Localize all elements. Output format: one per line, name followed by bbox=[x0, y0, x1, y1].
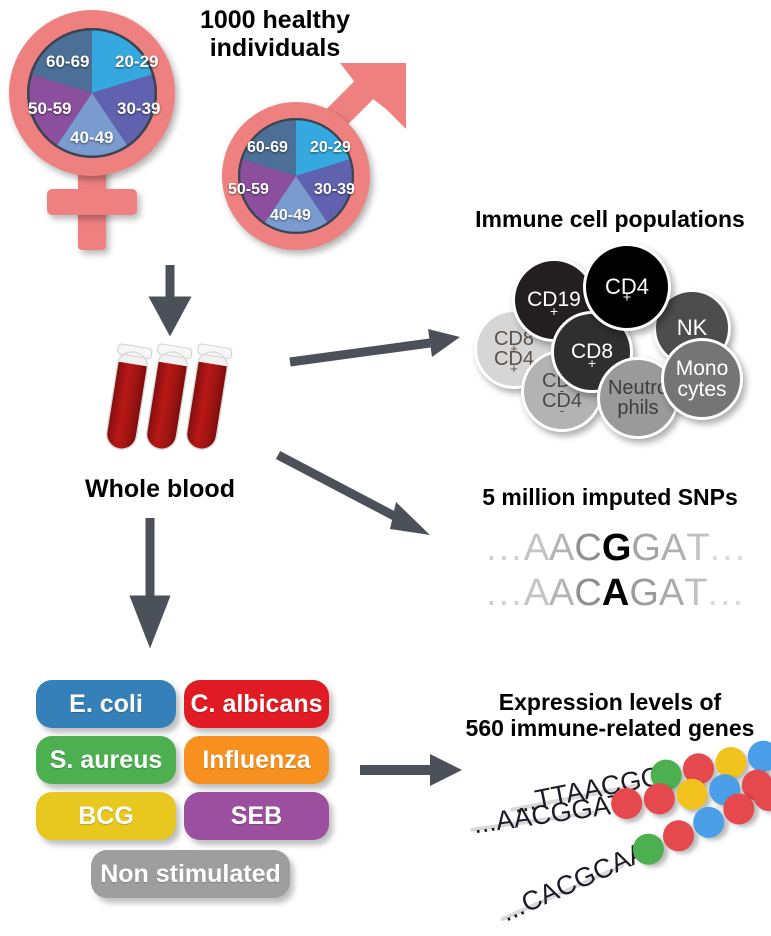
expression-title-line2: 560 immune-related genes bbox=[465, 714, 755, 741]
immune-cell-monocytes: Mono cytes bbox=[661, 338, 743, 420]
cell-line2: CD4 + bbox=[493, 348, 534, 377]
male-pie-label-30-39: 30-39 bbox=[314, 181, 355, 198]
stimulus-label: Non stimulated bbox=[100, 859, 281, 888]
snp-dots-left: ... bbox=[486, 572, 524, 614]
snp-sequence-row-2: ...AACAGAT... bbox=[486, 572, 745, 615]
immune-populations-title: Immune cell populations bbox=[475, 206, 745, 232]
cell-line1: CD19 + bbox=[527, 288, 581, 319]
cohort-title: 1000 healthy individuals bbox=[180, 6, 370, 62]
cell-line1: Neutro bbox=[607, 376, 669, 399]
cell-line1: CD8 + bbox=[570, 340, 613, 371]
cell-line1: CD8- bbox=[541, 369, 582, 398]
stimulus-bcg[interactable]: BCG bbox=[36, 792, 176, 840]
immune-cell-cd4: CD4 + bbox=[583, 243, 671, 331]
snp-sequence-row-1: ...AACGGAT... bbox=[486, 527, 747, 570]
snp-char: A bbox=[660, 527, 687, 569]
cell-line1: NK bbox=[676, 314, 708, 340]
immune-cell-cd19: CD19 + bbox=[512, 258, 596, 342]
stimulus-c-albicans[interactable]: C. albicans bbox=[184, 680, 329, 728]
strand-sequence: ...AACGGAT bbox=[471, 788, 627, 840]
male-pie-svg bbox=[238, 118, 354, 234]
female-pie-label-30-39: 30-39 bbox=[117, 99, 161, 118]
expression-title-line1: Expression levels of bbox=[498, 689, 722, 715]
female-gender-symbol: 20-29 30-39 40-49 50-59 60-69 bbox=[8, 10, 198, 250]
stimulus-s-aureus[interactable]: S. aureus bbox=[36, 736, 176, 784]
stimulus-non-stimulated[interactable]: Non stimulated bbox=[91, 850, 290, 898]
stimulus-e-coli[interactable]: E. coli bbox=[36, 680, 176, 728]
male-pie-label-50-59: 50-59 bbox=[228, 181, 269, 198]
female-pie-label-40-49: 40-49 bbox=[70, 128, 114, 147]
expression-bead bbox=[641, 781, 677, 817]
immune-cell-nk: NK bbox=[653, 289, 731, 367]
male-pie-label-20-29: 20-29 bbox=[310, 139, 351, 156]
stimulus-label: BCG bbox=[78, 801, 134, 830]
snp-dots-left: ... bbox=[486, 527, 524, 569]
stimulus-label: Influenza bbox=[202, 745, 311, 774]
stimulus-label: E. coli bbox=[69, 689, 143, 718]
cell-line1: Mono bbox=[675, 356, 729, 380]
snp-variant-char: A bbox=[601, 572, 630, 614]
snp-char: C bbox=[574, 527, 602, 569]
snp-variant-char: G bbox=[601, 527, 632, 569]
cohort-title-text: 1000 healthy individuals bbox=[199, 6, 351, 62]
blood-tubes-svg bbox=[105, 343, 233, 450]
female-pie-label-50-59: 50-59 bbox=[28, 99, 72, 118]
expression-title: Expression levels of 560 immune-related … bbox=[450, 689, 770, 742]
arrow-stimuli-to-expression bbox=[360, 754, 462, 786]
male-gender-symbol: 20-29 30-39 40-49 50-59 60-69 bbox=[210, 60, 410, 250]
arrow-blood-to-immune bbox=[289, 329, 460, 367]
male-age-pie bbox=[238, 118, 354, 234]
female-age-pie bbox=[27, 28, 157, 158]
snp-char: A bbox=[549, 527, 575, 569]
female-pie-svg bbox=[27, 28, 157, 158]
arrow-blood-to-snps bbox=[275, 451, 430, 535]
cell-line2: cytes bbox=[677, 378, 727, 401]
cell-line1: CD4 + bbox=[604, 273, 649, 307]
cell-line2: phils bbox=[617, 397, 659, 419]
female-symbol-crossbar bbox=[47, 189, 137, 215]
cell-line2: CD4- bbox=[541, 390, 582, 419]
stimulus-label: SEB bbox=[230, 801, 283, 830]
cell-line1: CD8 + bbox=[493, 327, 534, 356]
snp-char: A bbox=[549, 572, 575, 614]
stimulus-influenza[interactable]: Influenza bbox=[184, 736, 329, 784]
stimulus-label: C. albicans bbox=[190, 689, 323, 718]
male-pie-label-40-49: 40-49 bbox=[270, 207, 311, 224]
whole-blood-label: Whole blood bbox=[85, 475, 235, 503]
whole-blood-tubes bbox=[100, 330, 260, 450]
immune-cell-cd8: CD8 + bbox=[551, 311, 633, 393]
arrow-blood-to-stimuli bbox=[129, 518, 171, 649]
male-pie-label-60-69: 60-69 bbox=[247, 139, 288, 156]
strand-sequence: ...CACGCAA bbox=[496, 836, 652, 928]
snp-char: T bbox=[684, 572, 708, 614]
snp-dots-right: ... bbox=[709, 527, 748, 569]
snp-char: A bbox=[523, 527, 550, 569]
stimulus-label: S. aureus bbox=[49, 745, 163, 774]
female-pie-label-20-29: 20-29 bbox=[115, 52, 159, 71]
female-pie-label-60-69: 60-69 bbox=[46, 52, 90, 71]
snp-char: G bbox=[631, 527, 661, 569]
immune-cell-neutrophils: Neutro phils bbox=[597, 357, 679, 439]
snp-char: A bbox=[523, 572, 550, 614]
snp-dots-right: ... bbox=[707, 572, 746, 614]
snp-char: T bbox=[686, 527, 710, 569]
snps-title: 5 million imputed SNPs bbox=[482, 484, 738, 510]
immune-cell-cd8n-cd4n: CD8- CD4- bbox=[521, 350, 603, 432]
stimulus-seb[interactable]: SEB bbox=[184, 792, 329, 840]
snp-char: G bbox=[629, 572, 659, 614]
snp-char: C bbox=[574, 572, 602, 614]
arrow-cohort-to-blood bbox=[148, 265, 192, 337]
snp-char: A bbox=[658, 572, 685, 614]
immune-cell-cd8p-cd4p: CD8 + CD4 + bbox=[474, 309, 554, 389]
